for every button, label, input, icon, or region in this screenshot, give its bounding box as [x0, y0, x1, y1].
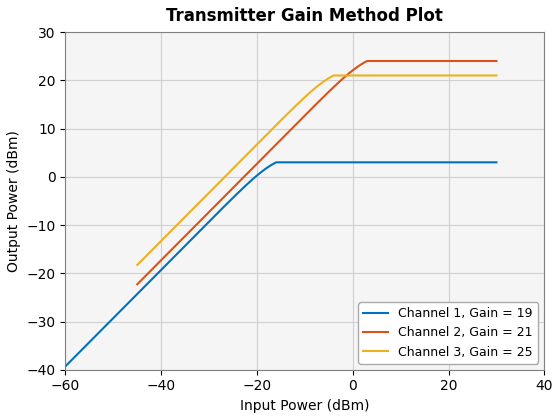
Channel 1, Gain = 19	[62, 364, 69, 369]
Channel 2, Gain = 21	[429, 58, 436, 63]
Channel 1, Gain = 19	[267, 163, 273, 168]
Title: Transmitter Gain Method Plot: Transmitter Gain Method Plot	[166, 7, 444, 25]
Channel 2, Gain = 21	[348, 69, 354, 74]
Channel 1, Gain = 19	[484, 160, 491, 165]
Channel 1, Gain = 19	[273, 160, 279, 165]
Channel 2, Gain = 21	[305, 110, 311, 115]
Channel 3, Gain = 25	[328, 74, 335, 79]
Channel 1, Gain = 19	[416, 160, 423, 165]
Channel 1, Gain = 19	[319, 160, 326, 165]
Channel 1, Gain = 19	[296, 160, 303, 165]
Channel 1, Gain = 19	[493, 160, 500, 165]
Line: Channel 1, Gain = 19: Channel 1, Gain = 19	[66, 162, 496, 366]
Channel 2, Gain = 21	[134, 282, 141, 287]
Channel 3, Gain = 25	[305, 92, 311, 97]
Channel 2, Gain = 21	[307, 108, 314, 113]
Channel 3, Gain = 25	[429, 73, 436, 78]
Channel 2, Gain = 21	[328, 87, 335, 92]
Line: Channel 3, Gain = 25: Channel 3, Gain = 25	[137, 76, 496, 265]
Channel 3, Gain = 25	[307, 90, 314, 95]
Legend: Channel 1, Gain = 19, Channel 2, Gain = 21, Channel 3, Gain = 25: Channel 1, Gain = 19, Channel 2, Gain = …	[358, 302, 538, 364]
Channel 3, Gain = 25	[348, 73, 355, 78]
Channel 3, Gain = 25	[134, 262, 141, 268]
Channel 3, Gain = 25	[330, 73, 337, 78]
Line: Channel 2, Gain = 21: Channel 2, Gain = 21	[137, 61, 496, 284]
Channel 3, Gain = 25	[493, 73, 500, 78]
Channel 2, Gain = 21	[493, 58, 500, 63]
X-axis label: Input Power (dBm): Input Power (dBm)	[240, 399, 370, 413]
Channel 3, Gain = 25	[485, 73, 492, 78]
Channel 2, Gain = 21	[364, 58, 371, 63]
Channel 2, Gain = 21	[485, 58, 492, 63]
Channel 1, Gain = 19	[269, 162, 276, 167]
Y-axis label: Output Power (dBm): Output Power (dBm)	[7, 130, 21, 272]
